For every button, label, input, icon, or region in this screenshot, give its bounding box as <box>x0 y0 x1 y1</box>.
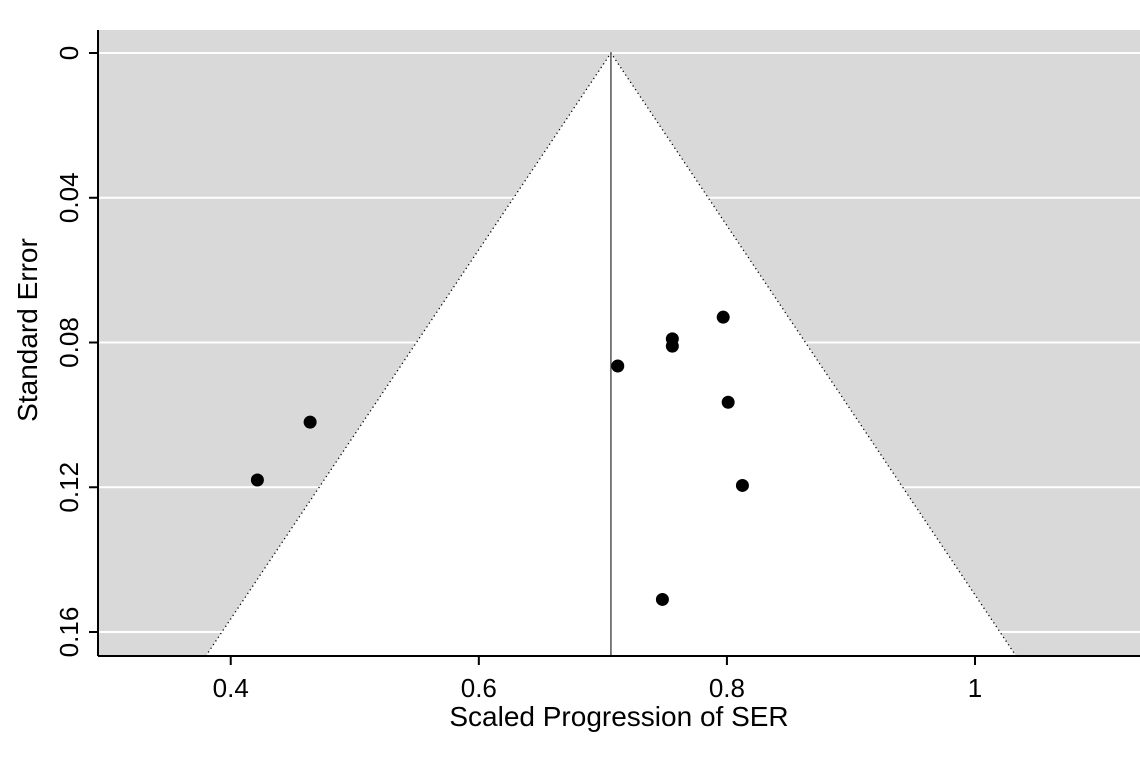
y-tick-label: 0.04 <box>54 172 84 223</box>
x-tick-label: 1 <box>968 673 982 703</box>
y-tick-label: 0.12 <box>54 462 84 513</box>
data-point <box>655 592 669 606</box>
data-point <box>721 395 735 409</box>
data-point <box>735 478 749 492</box>
data-point <box>665 339 679 353</box>
data-point <box>303 415 317 429</box>
data-point <box>611 359 625 373</box>
x-tick-label: 0.6 <box>461 673 497 703</box>
x-tick-label: 0.8 <box>709 673 745 703</box>
y-tick-label: 0 <box>54 46 84 60</box>
y-tick-label: 0.08 <box>54 317 84 368</box>
data-point <box>716 310 730 324</box>
x-tick-label: 0.4 <box>213 673 249 703</box>
y-tick-label: 0.16 <box>54 607 84 658</box>
x-axis-title: Scaled Progression of SER <box>449 701 789 732</box>
y-axis-title: Standard Error <box>12 238 43 422</box>
data-point <box>250 473 264 487</box>
